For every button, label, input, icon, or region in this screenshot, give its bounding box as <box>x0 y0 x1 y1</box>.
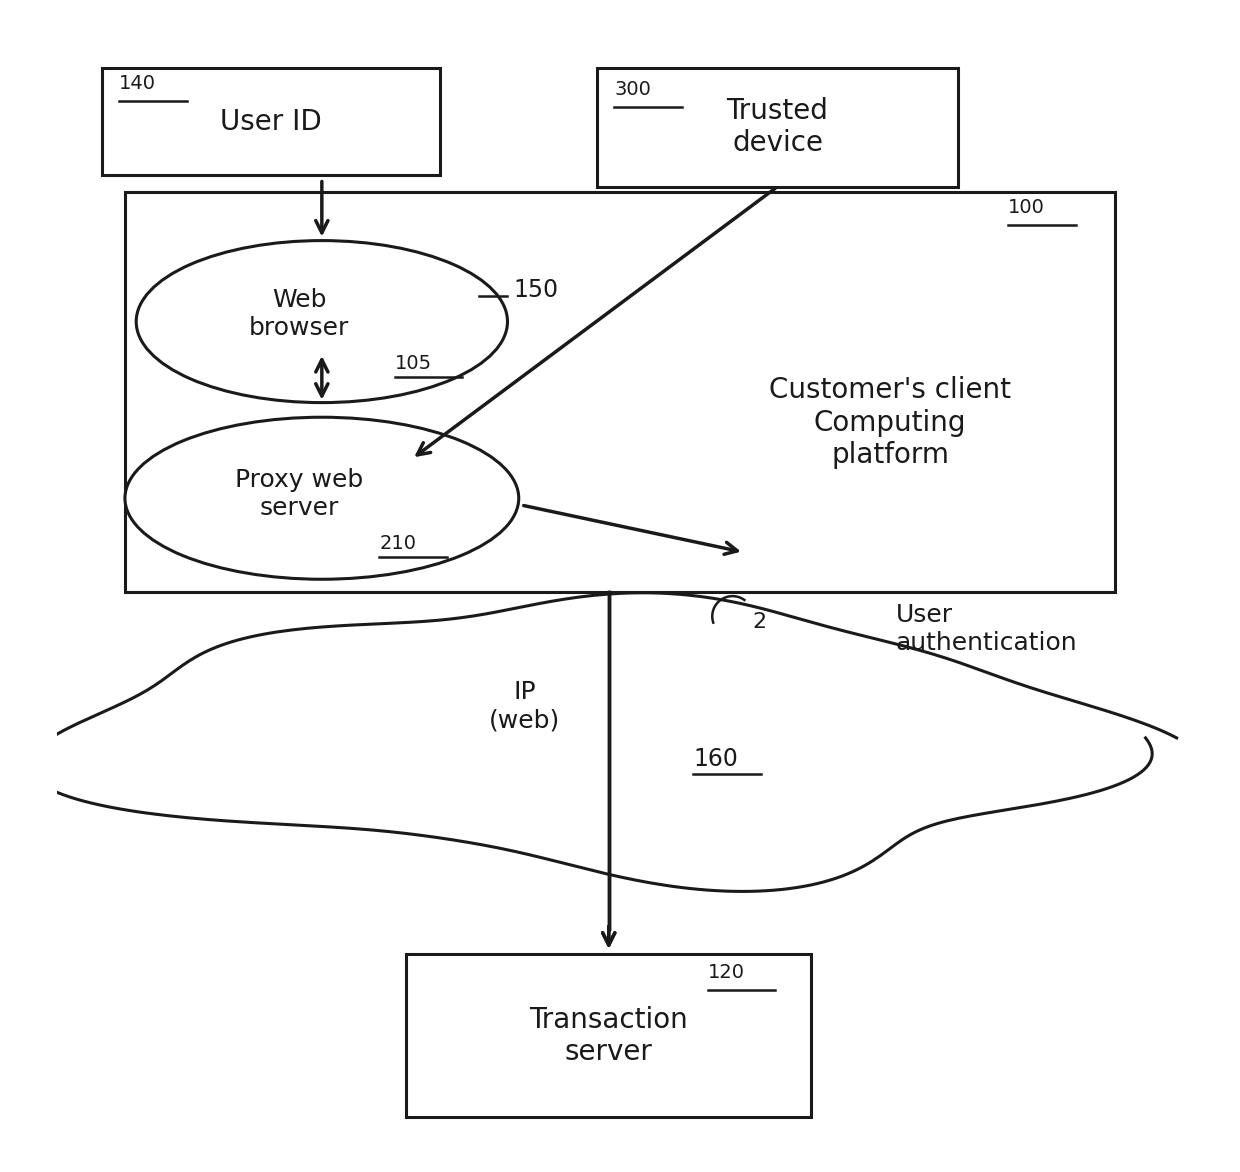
Text: Proxy web
server: Proxy web server <box>236 468 363 519</box>
Bar <box>407 954 811 1117</box>
Text: 2: 2 <box>753 612 766 632</box>
Text: 100: 100 <box>1008 198 1045 217</box>
Text: User
authentication: User authentication <box>895 602 1078 655</box>
Text: User ID: User ID <box>221 109 322 136</box>
Bar <box>103 68 440 176</box>
Bar <box>125 192 1115 592</box>
Text: 210: 210 <box>379 534 417 553</box>
Text: 150: 150 <box>513 278 558 302</box>
Text: 120: 120 <box>708 963 745 982</box>
Text: 140: 140 <box>119 74 156 93</box>
Text: Transaction
server: Transaction server <box>529 1006 688 1067</box>
Text: Trusted
device: Trusted device <box>727 97 828 157</box>
Text: 300: 300 <box>614 80 651 98</box>
Polygon shape <box>29 593 1177 892</box>
Ellipse shape <box>125 417 518 579</box>
Ellipse shape <box>136 240 507 403</box>
Text: Web
browser: Web browser <box>249 288 350 340</box>
Text: 160: 160 <box>693 747 738 771</box>
Text: Customer's client
Computing
platform: Customer's client Computing platform <box>769 376 1011 469</box>
Bar <box>598 68 957 186</box>
Text: IP
(web): IP (web) <box>489 681 560 732</box>
Text: 105: 105 <box>396 354 432 373</box>
